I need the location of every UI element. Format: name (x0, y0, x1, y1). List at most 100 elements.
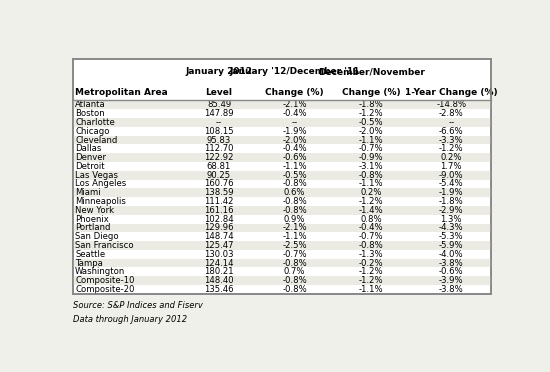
Text: 138.59: 138.59 (204, 188, 234, 197)
Text: Detroit: Detroit (75, 162, 104, 171)
Text: -1.8%: -1.8% (359, 100, 384, 109)
Text: -5.4%: -5.4% (439, 179, 464, 189)
Text: -0.8%: -0.8% (282, 259, 307, 267)
Text: -1.9%: -1.9% (439, 188, 464, 197)
Text: 125.47: 125.47 (204, 241, 234, 250)
Text: December/November: December/November (318, 67, 425, 76)
Text: -0.8%: -0.8% (282, 197, 307, 206)
FancyBboxPatch shape (73, 136, 491, 144)
Text: 0.2%: 0.2% (361, 188, 382, 197)
Text: January 2012: January 2012 (185, 67, 252, 76)
Text: 90.25: 90.25 (207, 171, 231, 180)
Text: -1.1%: -1.1% (282, 232, 307, 241)
Text: 122.92: 122.92 (204, 153, 234, 162)
Text: -2.5%: -2.5% (282, 241, 307, 250)
Text: 0.6%: 0.6% (284, 188, 305, 197)
Text: Seattle: Seattle (75, 250, 105, 259)
Text: -9.0%: -9.0% (439, 171, 464, 180)
Text: Composite-20: Composite-20 (75, 285, 135, 294)
Text: -1.2%: -1.2% (359, 109, 384, 118)
Text: -3.3%: -3.3% (439, 135, 464, 145)
Text: -0.8%: -0.8% (359, 241, 384, 250)
Text: -0.7%: -0.7% (359, 144, 384, 153)
FancyBboxPatch shape (73, 241, 491, 250)
Text: 112.70: 112.70 (204, 144, 234, 153)
Text: -0.9%: -0.9% (359, 153, 384, 162)
Text: -4.0%: -4.0% (439, 250, 464, 259)
Text: 129.96: 129.96 (204, 224, 234, 232)
Text: 111.42: 111.42 (204, 197, 234, 206)
Text: Change (%): Change (%) (342, 88, 401, 97)
Text: -3.1%: -3.1% (359, 162, 384, 171)
Text: Denver: Denver (75, 153, 106, 162)
Text: 0.2%: 0.2% (441, 153, 462, 162)
FancyBboxPatch shape (73, 59, 491, 294)
Text: 1.7%: 1.7% (441, 162, 462, 171)
Text: Las Vegas: Las Vegas (75, 171, 118, 180)
Text: -0.4%: -0.4% (282, 144, 307, 153)
Text: 130.03: 130.03 (204, 250, 234, 259)
Text: -2.8%: -2.8% (439, 109, 464, 118)
FancyBboxPatch shape (73, 276, 491, 285)
FancyBboxPatch shape (73, 224, 491, 232)
FancyBboxPatch shape (73, 188, 491, 197)
Text: 1-Year Change (%): 1-Year Change (%) (405, 88, 498, 97)
Text: -0.7%: -0.7% (282, 250, 307, 259)
Text: 135.46: 135.46 (204, 285, 234, 294)
Text: 148.40: 148.40 (204, 276, 234, 285)
Text: Source: S&P Indices and Fiserv: Source: S&P Indices and Fiserv (73, 301, 203, 310)
Text: -1.8%: -1.8% (439, 197, 464, 206)
Text: -0.5%: -0.5% (282, 171, 307, 180)
Text: -2.1%: -2.1% (282, 224, 307, 232)
Text: -0.8%: -0.8% (282, 206, 307, 215)
Text: Washington: Washington (75, 267, 125, 276)
Text: 1.3%: 1.3% (441, 215, 462, 224)
Text: San Francisco: San Francisco (75, 241, 134, 250)
Text: -2.0%: -2.0% (359, 127, 384, 136)
Text: 0.7%: 0.7% (284, 267, 305, 276)
Text: Composite-10: Composite-10 (75, 276, 135, 285)
FancyBboxPatch shape (73, 100, 491, 109)
Text: -14.8%: -14.8% (436, 100, 466, 109)
Text: -0.6%: -0.6% (439, 267, 464, 276)
Text: Minneapolis: Minneapolis (75, 197, 126, 206)
Text: -0.8%: -0.8% (282, 276, 307, 285)
Text: -1.1%: -1.1% (359, 135, 384, 145)
Text: 160.76: 160.76 (204, 179, 234, 189)
Text: --: -- (448, 118, 454, 127)
Text: 148.74: 148.74 (204, 232, 234, 241)
Text: 95.83: 95.83 (207, 135, 231, 145)
Text: -0.5%: -0.5% (359, 118, 384, 127)
FancyBboxPatch shape (73, 259, 491, 267)
Text: January '12/December '11: January '12/December '11 (229, 67, 360, 76)
Text: -6.6%: -6.6% (439, 127, 464, 136)
Text: Tampa: Tampa (75, 259, 103, 267)
Text: 124.14: 124.14 (204, 259, 234, 267)
Text: 102.84: 102.84 (204, 215, 234, 224)
Text: -1.4%: -1.4% (359, 206, 384, 215)
Text: Miami: Miami (75, 188, 101, 197)
Text: Cleveland: Cleveland (75, 135, 118, 145)
Text: -1.1%: -1.1% (282, 162, 307, 171)
Text: -2.9%: -2.9% (439, 206, 464, 215)
Text: Phoenix: Phoenix (75, 215, 109, 224)
Text: 0.8%: 0.8% (361, 215, 382, 224)
Text: -4.3%: -4.3% (439, 224, 464, 232)
Text: -5.3%: -5.3% (439, 232, 464, 241)
Text: --: -- (292, 118, 298, 127)
Text: 85.49: 85.49 (207, 100, 231, 109)
Text: 108.15: 108.15 (204, 127, 234, 136)
Text: Charlotte: Charlotte (75, 118, 115, 127)
Text: 147.89: 147.89 (204, 109, 234, 118)
Text: San Diego: San Diego (75, 232, 119, 241)
Text: Los Angeles: Los Angeles (75, 179, 126, 189)
Text: -0.7%: -0.7% (359, 232, 384, 241)
FancyBboxPatch shape (73, 118, 491, 127)
Text: -0.6%: -0.6% (282, 153, 307, 162)
Text: Dallas: Dallas (75, 144, 102, 153)
Text: 0.9%: 0.9% (284, 215, 305, 224)
Text: -1.1%: -1.1% (359, 285, 384, 294)
Text: -1.2%: -1.2% (359, 276, 384, 285)
Text: -5.9%: -5.9% (439, 241, 464, 250)
FancyBboxPatch shape (73, 206, 491, 215)
